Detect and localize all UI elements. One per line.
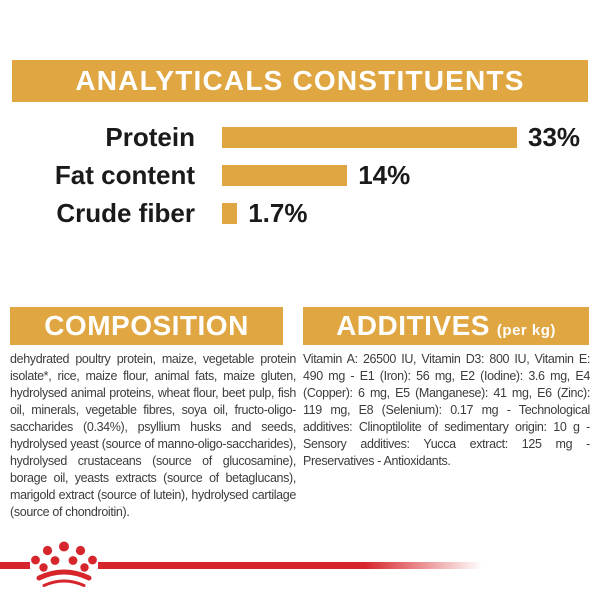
additives-title: ADDITIVES: [336, 310, 490, 341]
composition-text: dehydrated poultry protein, maize, veget…: [10, 352, 296, 519]
bar-category-label: Fat content: [54, 160, 195, 190]
additives-unit-label: (per kg): [496, 321, 556, 339]
bar-category-label: Crude fiber: [56, 198, 195, 228]
composition-title: COMPOSITION: [44, 310, 249, 341]
bar-row: Crude fiber 1.7%: [0, 198, 600, 228]
bar-row: Fat content 14%: [0, 160, 600, 190]
additives-header-band: ADDITIVES (per kg): [303, 307, 589, 345]
analyticals-header-band: ANALYTICALS CONSTITUENTS: [12, 60, 588, 102]
bar: [222, 165, 348, 186]
composition-header-band: COMPOSITION: [10, 307, 283, 345]
bar-chart: Protein 33% Fat content 14% Crude fiber 1.7%: [0, 122, 600, 241]
brand-line-left: [0, 562, 30, 569]
bar-value-label: 33%: [528, 122, 581, 152]
bar-value-label: 1.7%: [248, 198, 308, 228]
bar-category-label: Protein: [105, 122, 195, 152]
analyticals-title: ANALYTICALS CONSTITUENTS: [75, 65, 525, 96]
brand-line-right: [98, 562, 490, 569]
bar-row: Protein 33%: [0, 122, 600, 152]
additives-text: Vitamin A: 26500 IU, Vitamin D3: 800 IU,…: [303, 352, 590, 468]
bar-value-label: 14%: [358, 160, 411, 190]
bar: [222, 127, 517, 148]
bar: [222, 203, 238, 224]
royal-canin-crown-icon: [31, 541, 97, 587]
